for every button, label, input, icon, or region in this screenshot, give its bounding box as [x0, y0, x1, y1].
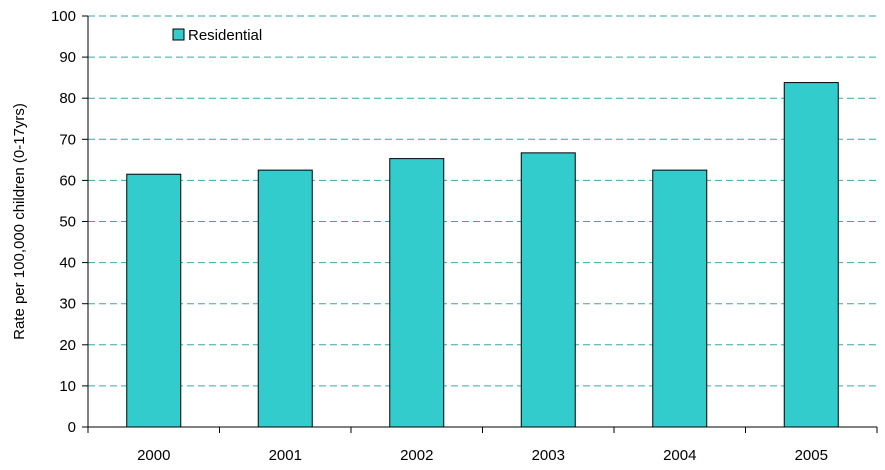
bar-2001: [257, 169, 313, 428]
y-axis-title: Rate per 100,000 children (0-17yrs): [11, 103, 28, 340]
y-tick-label: 90: [59, 49, 76, 66]
y-tick-label: 50: [59, 214, 76, 231]
y-tick-label: 20: [59, 337, 76, 354]
x-tick-label: 2003: [532, 447, 565, 464]
bar-2005: [783, 82, 839, 428]
x-tick-label: 2002: [400, 447, 433, 464]
x-tick-label: 2000: [137, 447, 170, 464]
gridlines: [88, 15, 877, 387]
y-tick-label: 70: [59, 131, 76, 148]
axes: [82, 15, 878, 433]
bar-2002: [389, 158, 445, 428]
bars: [126, 82, 839, 428]
y-tick-label: 80: [59, 90, 76, 107]
y-tick-label: 0: [68, 419, 76, 436]
y-tick-label: 60: [59, 172, 76, 189]
bar-2004: [652, 169, 708, 428]
x-tick-label: 2004: [663, 447, 696, 464]
legend-label-residential: Residential: [188, 27, 262, 44]
x-tick-label: 2001: [269, 447, 302, 464]
y-tick-label: 40: [59, 255, 76, 272]
bar-2003: [520, 152, 576, 428]
y-tick-label: 30: [59, 296, 76, 313]
bar-2000: [126, 173, 182, 428]
legend: Residential: [172, 27, 262, 44]
y-tick-label: 100: [51, 8, 76, 25]
y-tick-label: 10: [59, 378, 76, 395]
legend-swatch-residential: [172, 28, 185, 41]
tick-labels: 0 10 20 30 40 50 60 70 80 90 100 2000 2001 2002 2003 20…: [51, 8, 828, 464]
x-tick-label: 2005: [795, 447, 828, 464]
